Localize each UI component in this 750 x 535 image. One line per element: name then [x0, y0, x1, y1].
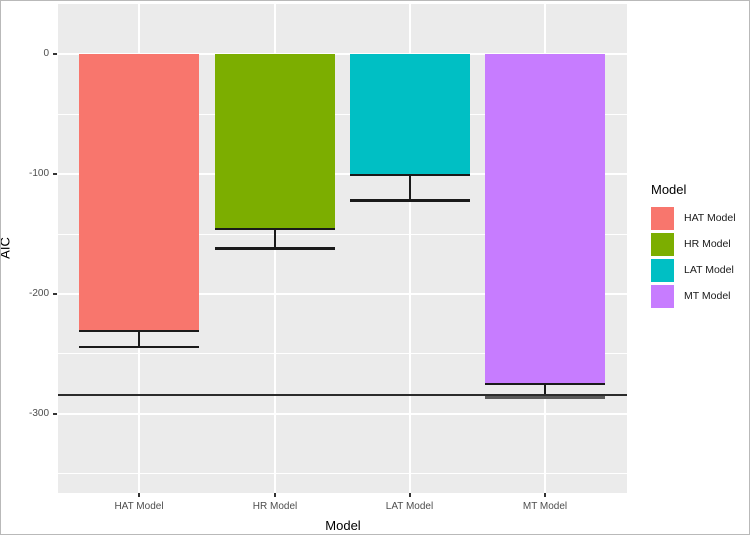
bar-mt-model [485, 54, 605, 384]
legend-swatch-lat-model [651, 258, 674, 282]
minor-gridline [58, 113, 627, 115]
errorbar-bottom-cap [215, 247, 335, 250]
legend-item-lat-model: LAT Model [651, 258, 736, 282]
bar-hat-model [79, 54, 199, 332]
minor-gridline [58, 233, 627, 235]
x-tick-label-hat-model: HAT Model [114, 501, 164, 512]
y-tick-mark [53, 292, 57, 295]
legend-swatch-hat-model [651, 206, 674, 230]
errorbar-stem [274, 229, 276, 249]
errorbar-stem [408, 175, 411, 201]
legend: Model HAT Model HR Model LAT Model MT Model [651, 182, 736, 310]
errorbar-stem [138, 331, 140, 347]
legend-item-hr-model: HR Model [651, 232, 736, 256]
bar-hr-model [215, 54, 335, 230]
legend-label: HAT Model [684, 212, 736, 224]
x-tick-mark [138, 493, 140, 497]
y-tick-label: -100 [28, 168, 49, 180]
category-gridline [408, 4, 411, 493]
legend-swatch-mt-model [651, 284, 674, 308]
y-tick-label: -200 [28, 287, 49, 299]
minor-gridline [58, 473, 627, 475]
major-gridline [58, 292, 627, 295]
errorbar-stem [544, 383, 546, 399]
legend-item-hat-model: HAT Model [651, 206, 736, 230]
minor-gridline [58, 353, 627, 355]
plot-panel [58, 4, 627, 493]
x-tick-mark [408, 493, 411, 497]
legend-title: Model [651, 182, 687, 197]
y-tick-label: 0 [43, 48, 49, 60]
errorbar-bottom-cap [485, 395, 605, 400]
legend-label: MT Model [684, 290, 731, 302]
y-axis-title: AIC [0, 237, 13, 259]
errorbar-bottom-cap [349, 199, 470, 202]
x-axis-title: Model [325, 518, 361, 533]
major-gridline [58, 412, 627, 415]
errorbar-bottom-cap [79, 345, 199, 349]
y-tick-mark [53, 173, 57, 176]
x-tick-label-lat-model: LAT Model [385, 501, 434, 512]
legend-label: LAT Model [684, 264, 734, 276]
legend-swatch-hr-model [651, 232, 674, 256]
x-tick-label-mt-model: MT Model [522, 501, 568, 512]
y-tick-mark [53, 412, 57, 415]
legend-label: HR Model [684, 238, 731, 250]
major-gridline [58, 173, 627, 176]
x-tick-mark [274, 493, 276, 497]
legend-item-mt-model: MT Model [651, 284, 736, 308]
major-gridline [58, 53, 627, 56]
x-tick-mark [544, 493, 546, 497]
reference-line [58, 393, 627, 396]
y-tick-mark [53, 53, 57, 56]
y-tick-label: -300 [28, 407, 49, 419]
x-tick-label-hr-model: HR Model [252, 501, 298, 512]
bar-lat-model [349, 54, 470, 176]
legend-items: HAT Model HR Model LAT Model MT Model [651, 206, 736, 308]
